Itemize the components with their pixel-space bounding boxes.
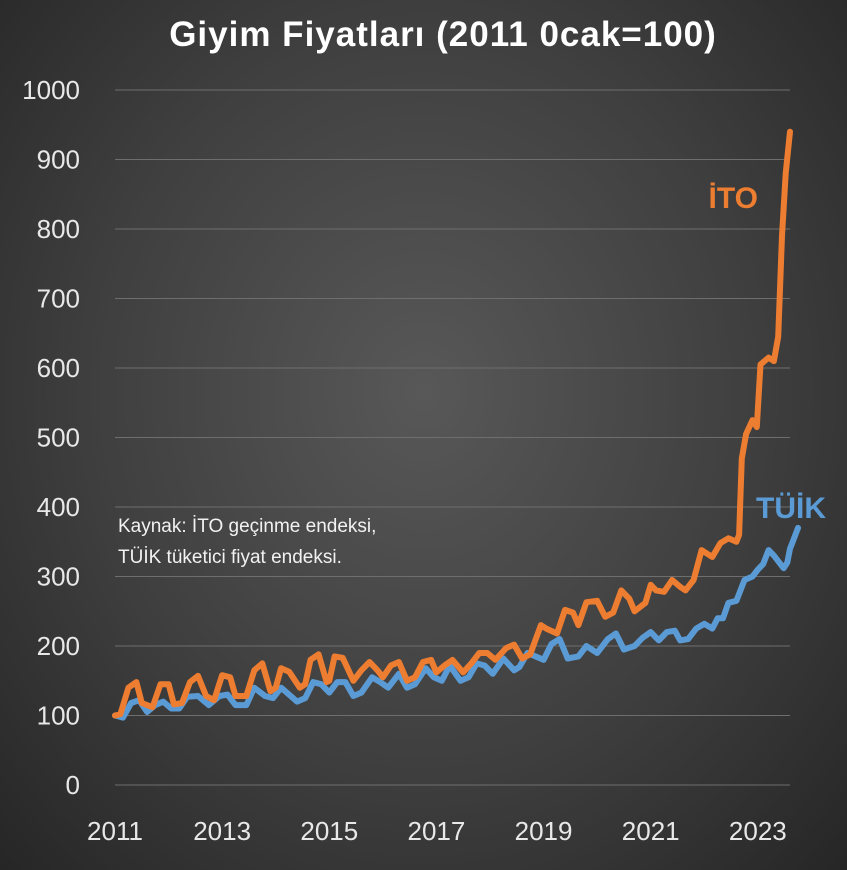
y-tick-label: 400 [37, 492, 80, 522]
series-label-tuik: TÜİK [756, 492, 826, 525]
series-line-tuik [112, 524, 801, 721]
y-tick-label: 1000 [22, 75, 80, 105]
y-tick-label: 0 [66, 770, 80, 800]
x-axis: 2011 2013 2015 2017 2019 2021 2023 [87, 816, 787, 846]
series-line-ito [112, 128, 793, 719]
x-tick-label: 2023 [729, 816, 787, 846]
x-tick-label: 2017 [408, 816, 466, 846]
y-tick-label: 700 [37, 284, 80, 314]
x-tick-label: 2021 [622, 816, 680, 846]
y-axis: 0 100 200 300 400 500 600 700 800 900 1000 [22, 75, 80, 800]
x-tick-label: 2015 [300, 816, 358, 846]
y-tick-label: 100 [37, 701, 80, 731]
x-tick-label: 2019 [515, 816, 573, 846]
gridlines [115, 89, 790, 786]
series-lines [112, 128, 801, 721]
source-note-line-1: Kaynak: İTO geçinme endeksi, [118, 516, 376, 537]
x-tick-label: 2011 [87, 816, 143, 846]
y-tick-label: 600 [37, 353, 80, 383]
y-tick-label: 900 [37, 145, 80, 175]
series-label-ito: İTO [709, 182, 758, 215]
y-tick-label: 200 [37, 631, 80, 661]
chart-title: Giyim Fiyatları (2011 0cak=100) [169, 15, 717, 54]
y-tick-label: 500 [37, 423, 80, 453]
y-tick-label: 300 [37, 562, 80, 592]
x-tick-label: 2013 [193, 816, 251, 846]
y-tick-label: 800 [37, 214, 80, 244]
source-note-line-2: TÜİK tüketici fiyat endeksi. [118, 547, 342, 568]
